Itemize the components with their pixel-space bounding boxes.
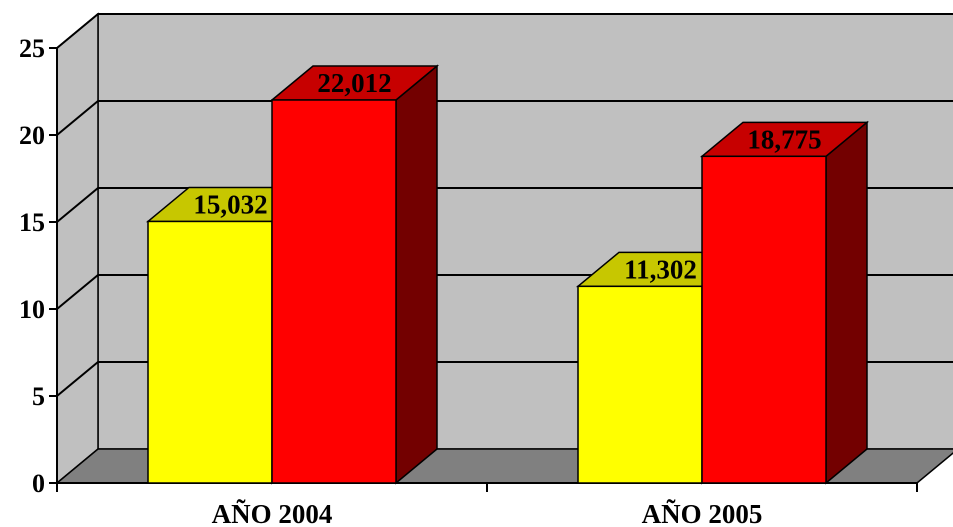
bar	[577, 285, 703, 484]
side-wall	[56, 12, 99, 485]
y-tick-label: 5	[32, 382, 45, 411]
y-tick-label: 20	[19, 121, 45, 150]
y-tick-label: 0	[32, 469, 45, 498]
bar	[147, 220, 273, 484]
data-labels: 15,032 22,012 11,302 18,775	[193, 68, 821, 284]
y-tick-label: 10	[19, 295, 45, 324]
gridline	[56, 13, 953, 49]
x-category-label: AÑO 2005	[642, 499, 763, 527]
x-category-label: AÑO 2004	[212, 499, 333, 527]
axes: 0 5 10 15 20 25 AÑO 2004 AÑO 2005	[19, 34, 918, 527]
y-tick-label: 15	[19, 208, 45, 237]
bar	[701, 155, 827, 484]
y-tick-label: 25	[19, 34, 45, 63]
data-label: 15,032	[193, 189, 267, 219]
bars	[145, 64, 870, 485]
bar-side	[395, 64, 438, 485]
bar	[271, 99, 397, 484]
data-label: 22,012	[317, 68, 391, 98]
gridline	[56, 100, 953, 136]
bar-side	[825, 120, 868, 485]
data-label: 18,775	[747, 124, 821, 154]
gridline	[56, 187, 953, 223]
data-label: 11,302	[624, 254, 697, 284]
